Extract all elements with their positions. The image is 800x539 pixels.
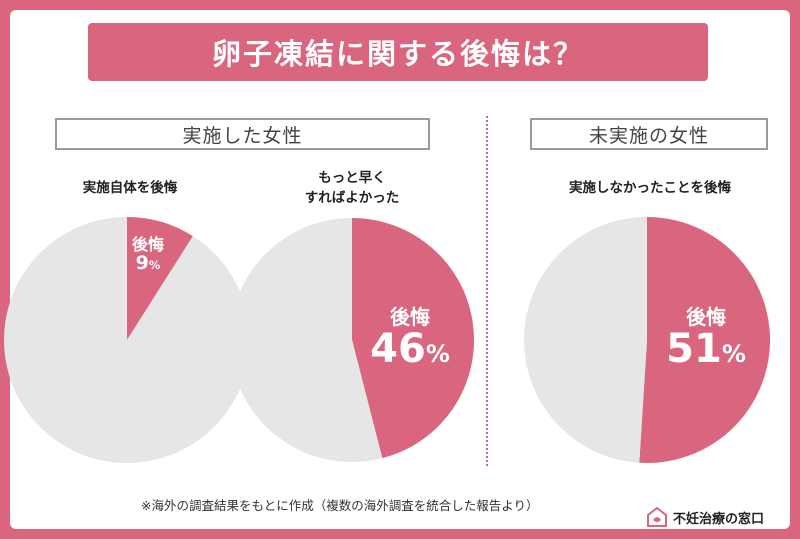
chart-title-regret-doing: 実施自体を後悔 xyxy=(82,180,178,196)
pie-slice-other xyxy=(524,217,647,463)
slice-label: 後悔 xyxy=(390,305,430,329)
section-label-not-done: 未実施の女性 xyxy=(530,118,768,150)
section-label-done: 実施した女性 xyxy=(55,118,430,150)
brand-name: 不妊治療の窓口 xyxy=(673,511,765,527)
chart-title-regret-not-doing: 実施しなかったことを後悔 xyxy=(569,180,731,196)
section-divider xyxy=(486,116,488,466)
slice-value: 51% xyxy=(658,328,754,370)
pie-slice-regret xyxy=(352,218,474,459)
slice-value-number: 9 xyxy=(135,251,149,274)
footnote: ※海外の調査結果をもとに作成（複数の海外調査を統合した報告より） xyxy=(141,498,539,513)
house-icon xyxy=(647,507,667,527)
page-title: 卵子凍結に関する後悔は？ xyxy=(88,23,708,81)
slice-value-number: 46 xyxy=(370,326,426,372)
pie-label-regret-doing: 後悔 9% xyxy=(118,235,178,274)
pie-slice-regret xyxy=(639,217,771,464)
pie-slice-other xyxy=(229,218,383,462)
pie-slice-regret xyxy=(127,217,193,340)
chart-title-wish-earlier: もっと早く すればよかった xyxy=(304,170,400,206)
pie-label-wish-earlier: 後悔 46% xyxy=(364,305,456,371)
brand-logo: 不妊治療の窓口 xyxy=(646,506,764,528)
slice-value-number: 51 xyxy=(666,326,722,372)
slice-label: 後悔 xyxy=(686,305,726,329)
slice-value-unit: % xyxy=(148,257,161,272)
slice-value: 46% xyxy=(364,328,456,370)
pie-slice-other xyxy=(4,217,251,463)
slice-value-unit: % xyxy=(721,340,746,368)
pie-label-regret-not-doing: 後悔 51% xyxy=(658,305,754,371)
slice-value: 9% xyxy=(118,251,178,274)
slice-value-unit: % xyxy=(425,340,450,368)
slice-label: 後悔 xyxy=(131,235,164,254)
